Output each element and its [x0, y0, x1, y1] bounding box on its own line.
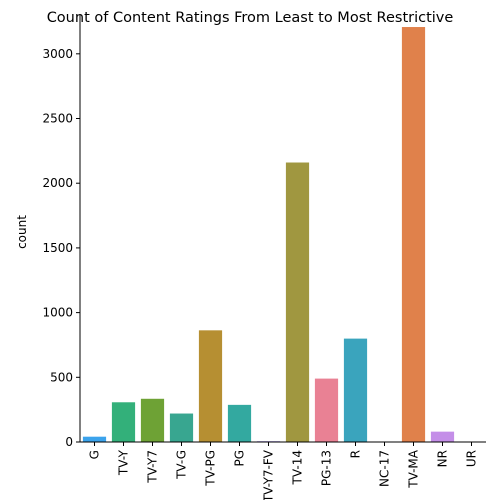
y-tick-label: 1000 [42, 306, 73, 320]
x-tick-label: TV-Y7 [146, 450, 160, 484]
x-tick-label: TV-14 [291, 450, 305, 485]
bar-tv-ma [401, 27, 426, 443]
bar-pg-13 [314, 378, 339, 442]
bar-tv-y [111, 402, 136, 442]
y-tick-label: 0 [65, 435, 73, 449]
x-tick-label: G [88, 450, 102, 459]
bar-tv-g [169, 413, 194, 442]
x-tick-label: TV-G [175, 450, 189, 480]
bars-group [82, 27, 484, 443]
x-tick-label: R [349, 450, 363, 458]
y-axis-label: count [15, 215, 29, 249]
bar-r [343, 338, 368, 442]
bar-tv-14 [285, 162, 310, 442]
bar-nr [430, 431, 455, 442]
y-tick-label: 2500 [42, 112, 73, 126]
x-tick-label: NR [436, 450, 450, 467]
bar-pg [227, 404, 252, 442]
x-tick-label: UR [465, 450, 479, 467]
bar-tv-pg [198, 330, 223, 442]
x-tick-label: TV-PG [204, 450, 218, 487]
y-tick-label: 1500 [42, 241, 73, 255]
x-tick-label: NC-17 [378, 450, 392, 487]
x-axis: G TV-Y TV-Y7 TV-G TV-PG PG TV-Y7-FV TV-14 PG-13 R… [88, 442, 479, 500]
x-tick-label: TV-MA [407, 449, 421, 489]
x-tick-label: PG [233, 450, 247, 467]
x-tick-label: TV-Y7-FV [262, 449, 276, 500]
y-axis: 0 500 1000 1500 2000 2500 3000 [42, 47, 80, 449]
chart-title: Count of Content Ratings From Least to M… [47, 10, 454, 26]
y-tick-label: 3000 [42, 47, 73, 61]
y-tick-label: 500 [50, 370, 73, 384]
x-tick-label: PG-13 [320, 450, 334, 486]
bar-g [82, 436, 107, 442]
x-tick-label: TV-Y [117, 449, 131, 476]
bar-tv-y7 [140, 398, 165, 442]
y-tick-label: 2000 [42, 176, 73, 190]
